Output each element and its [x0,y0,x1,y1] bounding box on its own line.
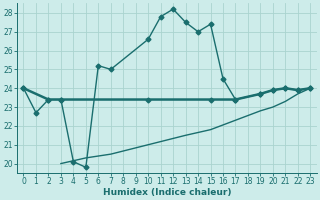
X-axis label: Humidex (Indice chaleur): Humidex (Indice chaleur) [103,188,231,197]
